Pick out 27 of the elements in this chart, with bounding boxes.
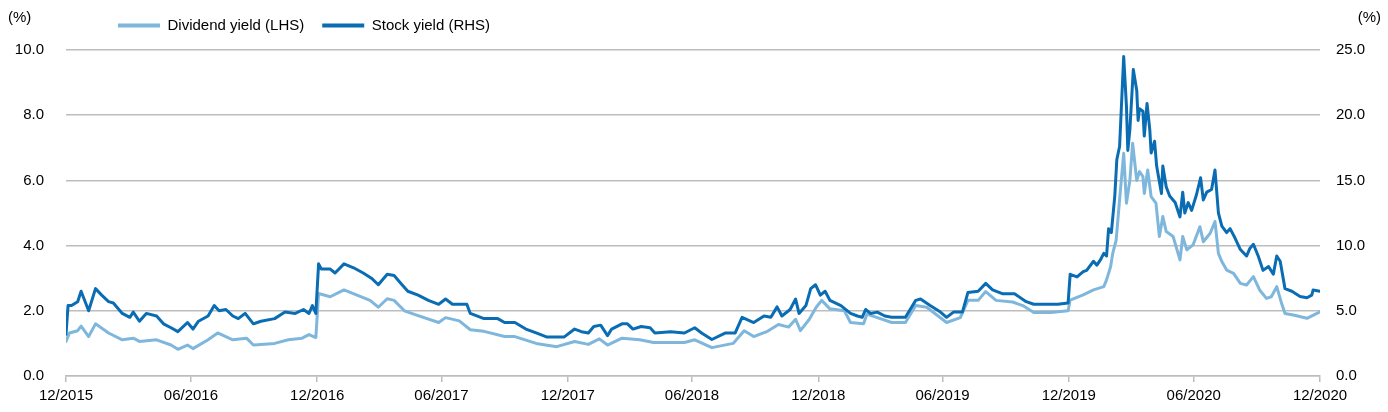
legend-label: Stock yield (RHS) bbox=[371, 15, 491, 33]
y2-tick-label: 5.0 bbox=[1336, 300, 1357, 318]
x-tick-label: 12/2017 bbox=[540, 386, 595, 404]
x-tick-label: 12/2018 bbox=[791, 386, 846, 404]
y2-tick-label: 15.0 bbox=[1336, 170, 1366, 188]
y-tick-label: 10.0 bbox=[14, 40, 44, 58]
y-tick-label: 8.0 bbox=[23, 105, 44, 123]
y-tick-label: 0.0 bbox=[23, 366, 44, 384]
x-tick-label: 06/2016 bbox=[163, 386, 219, 404]
y-axis-title: (%) bbox=[8, 8, 32, 26]
y2-tick-label: 10.0 bbox=[1336, 235, 1366, 253]
x-tick-label: 06/2020 bbox=[1166, 386, 1221, 404]
x-tick-label: 12/2015 bbox=[38, 386, 94, 404]
y2-axis-title: (%) bbox=[1357, 8, 1381, 26]
y-tick-label: 6.0 bbox=[23, 170, 44, 188]
legend-label: Dividend yield (LHS) bbox=[167, 15, 305, 33]
x-tick-label: 06/2019 bbox=[915, 386, 970, 404]
y-tick-label: 2.0 bbox=[23, 300, 44, 318]
y2-tick-label: 20.0 bbox=[1336, 105, 1366, 123]
x-tick-label: 06/2017 bbox=[414, 386, 469, 404]
y2-tick-label: 0.0 bbox=[1336, 366, 1357, 384]
y-tick-label: 4.0 bbox=[23, 235, 44, 253]
x-tick-label: 12/2016 bbox=[290, 386, 345, 404]
x-tick-label: 06/2018 bbox=[664, 386, 720, 404]
y2-tick-label: 25.0 bbox=[1336, 40, 1366, 58]
x-tick-label: 12/2019 bbox=[1041, 386, 1096, 404]
x-tick-label: 12/2020 bbox=[1292, 386, 1348, 404]
